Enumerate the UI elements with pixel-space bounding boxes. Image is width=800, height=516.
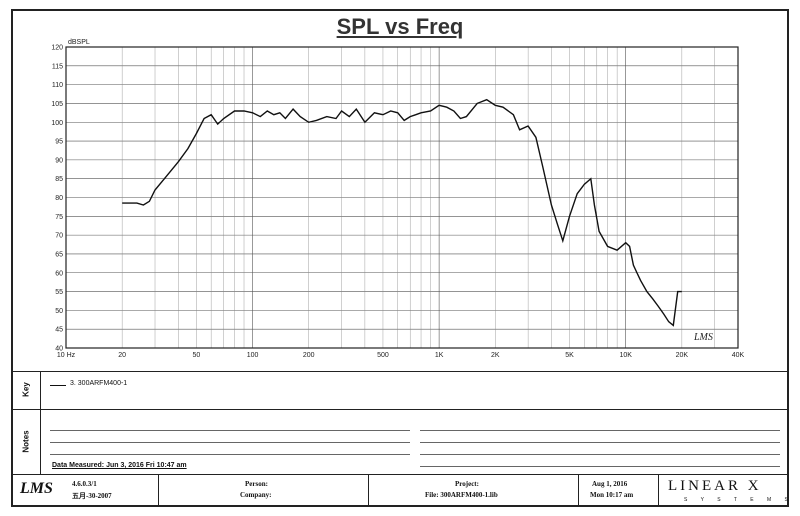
footer-date: Aug 1, 2016 — [592, 480, 628, 488]
y-tick-label: 110 — [52, 82, 63, 89]
data-measured-text: Data Measured: Jun 3, 2016 Fri 10:47 am — [52, 462, 187, 469]
y-tick-label: 105 — [51, 101, 63, 108]
lms-watermark: LMS — [693, 332, 713, 343]
footer-divider — [578, 475, 579, 505]
x-tick-label: 1K — [435, 352, 444, 359]
notes-line — [420, 442, 780, 443]
y-tick-label: 100 — [51, 120, 63, 127]
y-tick-label: 65 — [55, 251, 63, 258]
notes-line — [50, 442, 410, 443]
project-label: Project: — [455, 480, 479, 488]
divider-notes-top — [13, 409, 787, 410]
y-tick-label: 115 — [52, 63, 63, 70]
grid — [65, 46, 739, 349]
version-date-text: 五月-30-2007 — [72, 492, 112, 500]
x-tick-label: 20K — [676, 352, 689, 359]
x-tick-label: 10 Hz — [57, 352, 76, 359]
y-tick-label: 75 — [55, 214, 63, 221]
x-tick-label: 500 — [377, 352, 389, 359]
key-panel-label: Key — [21, 382, 31, 397]
plot-area — [65, 46, 739, 349]
legend-entry: 3. 300ARFM400-1 — [70, 380, 128, 387]
y-tick-label: 60 — [55, 270, 63, 277]
y-tick-label: 55 — [55, 289, 63, 296]
x-tick-label: 200 — [303, 352, 315, 359]
footer-time: Mon 10:17 am — [590, 491, 634, 499]
notes-line — [50, 454, 410, 455]
y-tick-label: 45 — [55, 327, 63, 334]
file-label: File: 300ARFM400-1.lib — [425, 491, 498, 499]
footer-divider — [368, 475, 369, 505]
y-tick-label: 50 — [55, 308, 63, 315]
company-label: Company: — [240, 491, 272, 499]
person-label: Person: — [245, 480, 268, 488]
footer-divider — [158, 475, 159, 505]
x-axis-ticks: 10 Hz 20 50 100 200 500 1K 2K 5K 10K 20K 40K — [57, 352, 745, 359]
y-tick-label: 85 — [55, 176, 63, 183]
chart-title: SPL vs Freq — [336, 14, 464, 39]
linearx-subtext: S Y S T E M S — [684, 497, 794, 503]
series-line — [122, 98, 682, 327]
y-tick-label: 70 — [55, 233, 63, 240]
legend-swatch — [50, 385, 66, 386]
notes-line — [420, 466, 780, 467]
notes-line — [420, 430, 780, 431]
y-tick-label: 80 — [55, 195, 63, 202]
y-tick-label: 120 — [51, 45, 63, 52]
notes-panel-label: Notes — [21, 430, 31, 453]
footer-divider — [658, 475, 659, 505]
y-axis-label: dBSPL — [68, 39, 90, 46]
x-tick-label: 100 — [247, 352, 259, 359]
notes-line — [420, 454, 780, 455]
y-tick-label: 40 — [55, 346, 63, 353]
x-tick-label: 50 — [193, 352, 201, 359]
y-tick-label: 90 — [55, 157, 63, 164]
x-tick-label: 2K — [491, 352, 500, 359]
x-tick-label: 5K — [565, 352, 574, 359]
y-axis-ticks: 40 45 50 55 60 65 70 75 80 85 90 95 100 105 110 115 120 — [51, 45, 63, 353]
notes-line — [50, 430, 410, 431]
chart-frame — [11, 9, 789, 507]
x-tick-label: 20 — [118, 352, 126, 359]
x-tick-label: 40K — [732, 352, 745, 359]
linearx-logo: LINEAR X — [668, 478, 762, 494]
lms-logo: LMS — [20, 480, 53, 497]
divider-footer-top — [13, 474, 787, 475]
side-column-divider — [40, 372, 41, 474]
y-tick-label: 95 — [55, 139, 63, 146]
version-text: 4.6.0.3/1 — [72, 480, 97, 488]
x-tick-label: 10K — [619, 352, 632, 359]
divider-key-top — [13, 371, 787, 372]
